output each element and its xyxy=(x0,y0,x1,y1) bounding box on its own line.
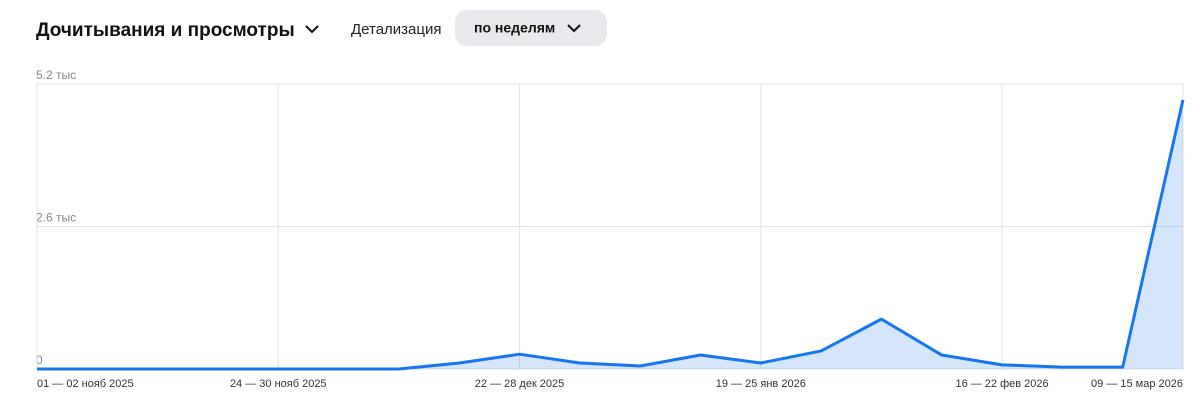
x-tick-label: 22 — 28 дек 2025 xyxy=(475,378,565,390)
period-label[interactable]: по неделям xyxy=(474,20,555,36)
x-tick-label: 24 — 30 нояб 2025 xyxy=(230,378,327,390)
chevron[interactable] xyxy=(305,25,319,34)
x-tick-label: 09 — 15 мар 2026 xyxy=(1091,378,1183,390)
detail-label: Детализация xyxy=(351,21,442,38)
chevron[interactable] xyxy=(567,24,581,33)
x-tick-label: 19 — 25 янв 2026 xyxy=(716,378,806,390)
area-fill xyxy=(37,99,1183,370)
line xyxy=(37,99,1185,371)
chart-title[interactable]: Дочитывания и просмотры xyxy=(36,20,295,41)
y-tick-label: 2.6 тыс xyxy=(36,211,76,225)
x-tick-label: 16 — 22 фев 2026 xyxy=(955,378,1048,390)
x-tick-label: 01 — 02 нояб 2025 xyxy=(37,378,134,390)
period-button[interactable] xyxy=(455,10,607,46)
y-tick-label: 0 xyxy=(36,353,43,367)
y-tick-label: 5.2 тыс xyxy=(36,68,76,82)
